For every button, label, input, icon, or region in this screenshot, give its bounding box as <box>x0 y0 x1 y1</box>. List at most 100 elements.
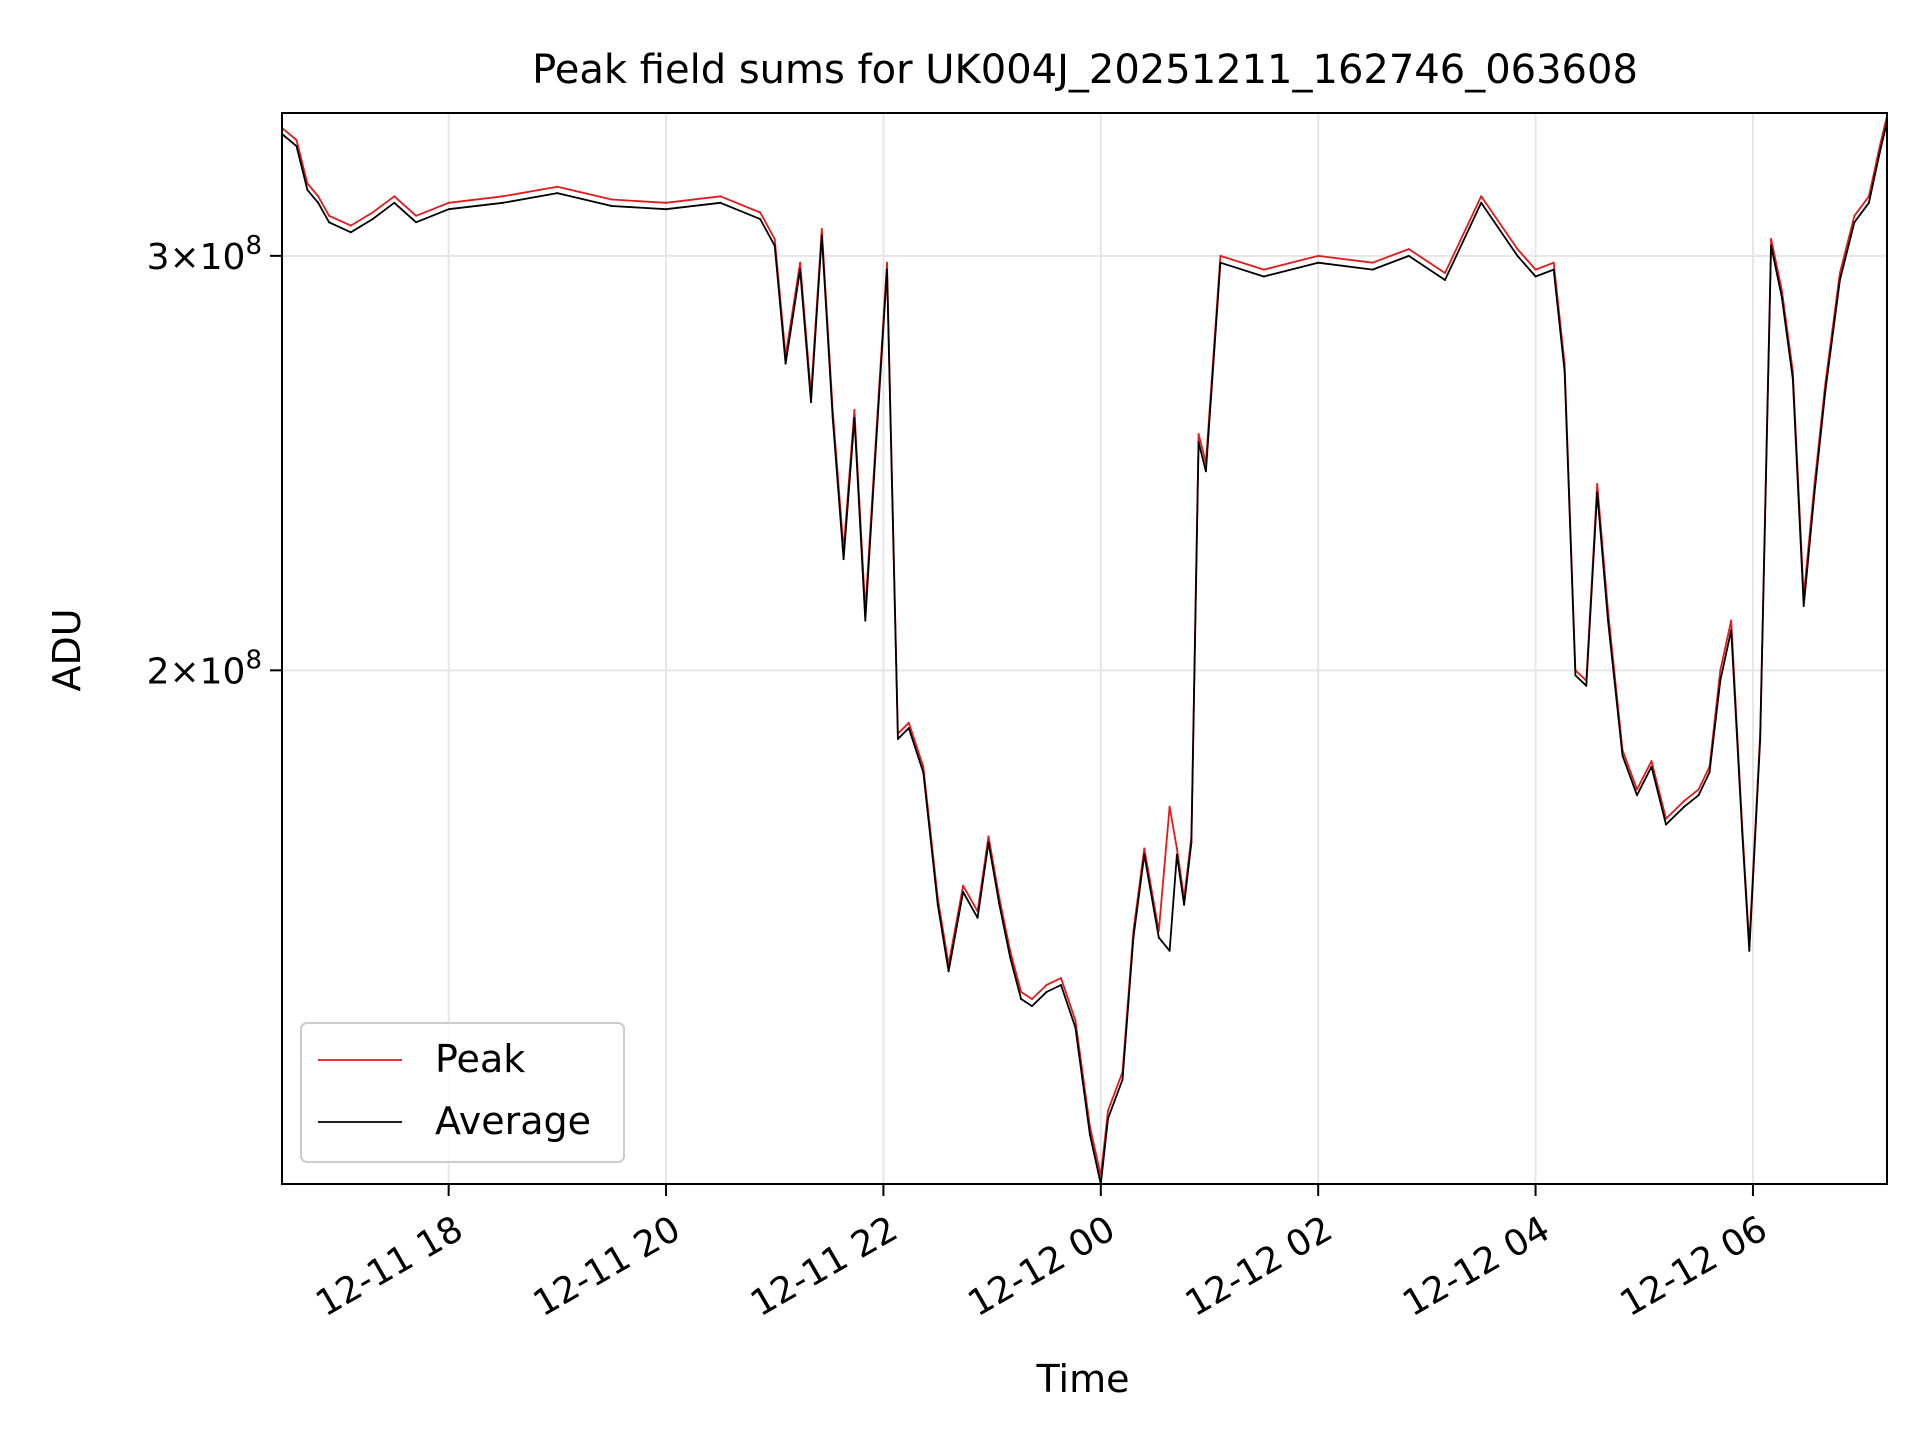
data-point-peak <box>820 228 823 230</box>
data-point-peak <box>665 201 667 204</box>
data-point-average <box>1697 794 1700 797</box>
data-point-peak <box>610 198 613 201</box>
data-point-average <box>371 218 374 221</box>
data-point-peak <box>1262 268 1265 271</box>
plot-frame <box>281 112 1888 1185</box>
data-point-average <box>907 727 910 730</box>
data-point-average <box>502 201 504 204</box>
data-point-average <box>1175 853 1178 856</box>
data-point-average <box>947 970 950 973</box>
data-point-average <box>295 145 298 148</box>
data-point-average <box>447 208 450 211</box>
data-point-peak <box>1534 268 1537 271</box>
data-point-average <box>1780 296 1783 299</box>
data-point-average <box>1719 679 1722 682</box>
data-point-peak <box>1371 261 1374 264</box>
data-point-average <box>306 188 309 191</box>
data-point-peak <box>759 211 762 214</box>
data-point-average <box>1770 244 1773 247</box>
data-point-average <box>1824 389 1827 392</box>
data-point-average <box>1607 619 1609 622</box>
data-point-peak <box>962 884 965 887</box>
data-point-peak <box>987 835 990 838</box>
data-point-peak <box>393 195 396 198</box>
data-point-peak <box>773 238 776 240</box>
data-point-peak <box>1107 1109 1109 1112</box>
data-point-average <box>759 218 762 221</box>
data-point-average <box>1621 754 1624 757</box>
data-point-average <box>317 201 320 204</box>
data-point-average <box>665 208 667 211</box>
data-point-peak <box>1219 254 1222 257</box>
data-point-average <box>1407 254 1410 257</box>
data-point-average <box>1371 268 1374 271</box>
data-point-average <box>1045 991 1048 993</box>
data-point-average <box>1183 903 1186 906</box>
data-point-peak <box>1719 669 1722 672</box>
data-point-peak <box>1045 984 1048 986</box>
legend-label-average: Average <box>435 1099 591 1143</box>
data-point-average <box>1683 805 1686 808</box>
x-axis-label: Time <box>1036 1357 1130 1401</box>
data-point-average <box>1168 949 1171 952</box>
data-point-average <box>864 619 867 622</box>
data-point-peak <box>1020 991 1023 993</box>
data-point-average <box>1516 254 1519 257</box>
data-point-average <box>1107 1117 1109 1120</box>
data-point-average <box>328 221 331 224</box>
data-point-peak <box>1838 272 1841 274</box>
data-point-average <box>998 903 1001 906</box>
data-point-peak <box>1480 195 1483 198</box>
data-point-average <box>610 205 613 207</box>
data-point-average <box>1020 998 1023 1000</box>
data-point-average <box>875 441 878 444</box>
data-point-average <box>1444 279 1446 281</box>
data-point-peak <box>1143 847 1146 850</box>
data-point-peak <box>1175 847 1178 850</box>
data-point-average <box>1650 765 1653 768</box>
y-tick-label: 3×108 <box>147 231 262 278</box>
legend-box <box>300 1022 625 1163</box>
data-point-average <box>1802 605 1805 607</box>
data-point-average <box>1596 491 1599 494</box>
data-point-average <box>1219 261 1222 264</box>
data-point-peak <box>1730 619 1733 622</box>
data-point-average <box>1262 275 1265 278</box>
data-point-average <box>1197 441 1200 444</box>
data-point-average <box>1121 1078 1124 1081</box>
data-point-peak <box>1060 977 1062 980</box>
data-point-average <box>1031 1005 1033 1008</box>
data-point-peak <box>371 211 374 214</box>
data-point-peak <box>1197 433 1200 436</box>
data-point-average <box>853 417 856 419</box>
data-point-average <box>1585 684 1588 687</box>
data-point-average <box>1730 629 1733 632</box>
data-point-peak <box>1697 788 1700 791</box>
data-point-average <box>415 221 418 224</box>
data-point-average <box>1132 936 1135 939</box>
y-axis-label: ADU <box>45 608 89 691</box>
data-point-peak <box>719 195 722 198</box>
data-point-peak <box>907 721 910 724</box>
data-point-average <box>936 903 939 906</box>
data-point-average <box>820 234 823 237</box>
legend: Peak Average <box>300 1022 625 1163</box>
data-point-average <box>1480 201 1483 204</box>
data-point-peak <box>1168 805 1171 808</box>
data-point-peak <box>1552 261 1555 264</box>
data-point-average <box>1574 674 1577 677</box>
data-point-average <box>1878 151 1881 154</box>
data-point-peak <box>1683 800 1686 802</box>
data-point-peak <box>1516 248 1519 251</box>
data-point-average <box>896 738 899 740</box>
y-axis: 2×108 3×108 <box>147 231 282 692</box>
data-point-average <box>1190 841 1193 844</box>
data-point-average <box>1317 261 1320 264</box>
data-point-peak <box>853 409 856 411</box>
data-point-average <box>1552 268 1555 271</box>
data-point-average <box>1853 221 1856 224</box>
data-point-average <box>987 841 990 844</box>
data-point-average <box>831 417 834 419</box>
